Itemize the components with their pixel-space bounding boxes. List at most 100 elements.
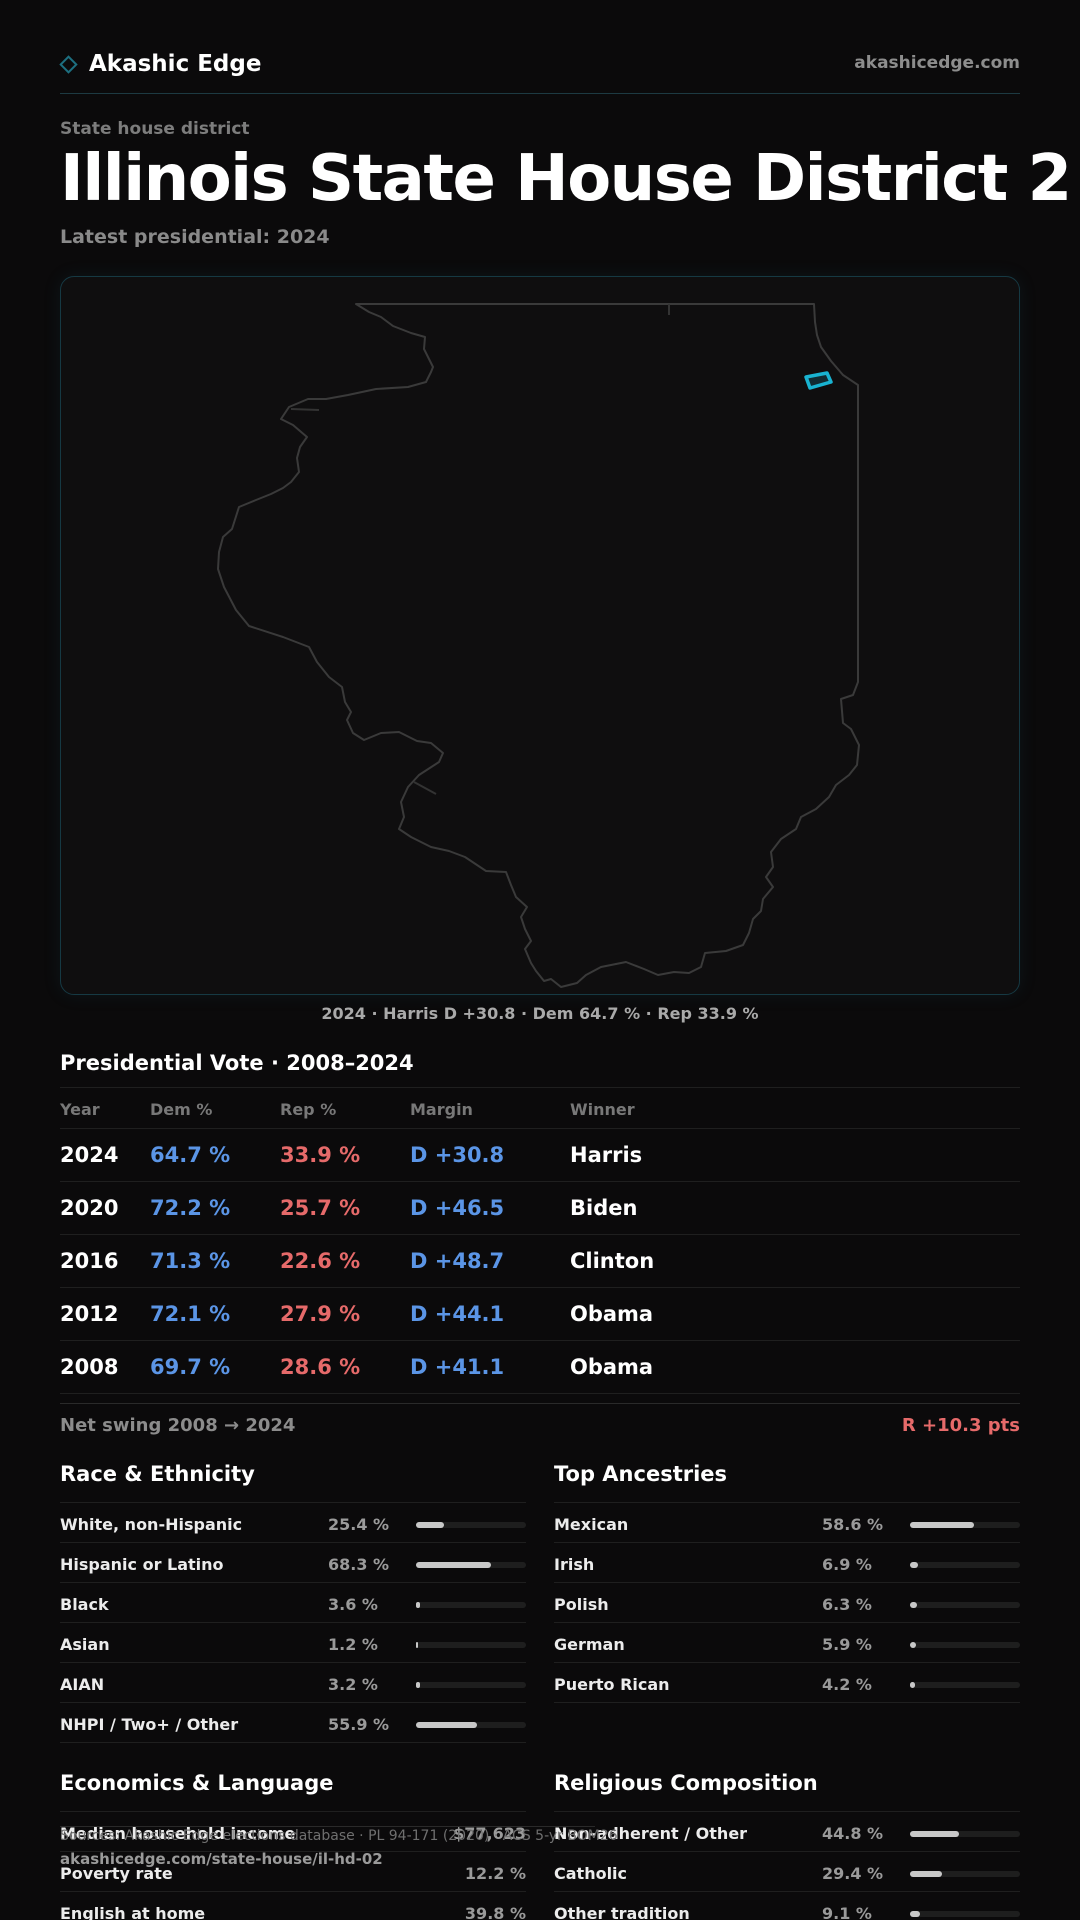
stat-value: 55.9 %	[328, 1715, 390, 1734]
stat-bar	[910, 1642, 1020, 1648]
stat-bar	[910, 1682, 1020, 1688]
stat-label: AIAN	[60, 1675, 105, 1694]
state-boundary-tick	[413, 781, 437, 795]
stat-bar-fill	[416, 1562, 492, 1568]
stat-bar-fill	[910, 1831, 960, 1837]
dem-cell: 64.7 %	[150, 1143, 231, 1167]
stat-row: Hispanic or Latino 68.3 %	[60, 1543, 526, 1583]
col-rep-header: Rep %	[280, 1100, 337, 1119]
margin-cell: D +30.8	[410, 1143, 505, 1167]
stat-bar	[416, 1722, 526, 1728]
stat-bar-fill	[910, 1911, 920, 1917]
footer-url[interactable]: akashicedge.com/state-house/il-hd-02	[60, 1850, 383, 1868]
site-header: Akashic Edge akashicedge.com	[59, 48, 1020, 94]
stat-label: Black	[60, 1595, 109, 1614]
table-row: 2008 69.7 % 28.6 % D +41.1 Obama	[60, 1341, 1020, 1394]
stat-bar-fill	[416, 1642, 419, 1648]
map-caption: 2024 · Harris D +30.8 · Dem 64.7 % · Rep…	[321, 1004, 759, 1023]
stat-row: Non-adherent / Other 44.8 %	[554, 1812, 1020, 1852]
winner-cell: Clinton	[570, 1249, 655, 1273]
table-header: Year Dem % Rep % Margin Winner	[60, 1088, 1020, 1129]
stat-label: Non-adherent / Other	[554, 1824, 748, 1843]
col-year-header: Year	[60, 1100, 100, 1119]
stat-value: 44.8 %	[822, 1824, 884, 1843]
stat-row: Mexican 58.6 %	[554, 1503, 1020, 1543]
dem-cell: 72.2 %	[150, 1196, 231, 1220]
district-map[interactable]	[60, 276, 1020, 995]
stat-row: Puerto Rican 4.2 %	[554, 1663, 1020, 1703]
rep-cell: 25.7 %	[280, 1196, 361, 1220]
presidential-table: Year Dem % Rep % Margin Winner 2024 64.7…	[60, 1087, 1020, 1394]
table-row: 2016 71.3 % 22.6 % D +48.7 Clinton	[60, 1235, 1020, 1288]
stat-bar-fill	[910, 1562, 918, 1568]
presidential-title: Presidential Vote · 2008–2024	[60, 1051, 414, 1075]
stat-value: 5.9 %	[822, 1635, 872, 1654]
stat-label: Hispanic or Latino	[60, 1555, 224, 1574]
stat-label: White, non-Hispanic	[60, 1515, 243, 1534]
stat-value: 29.4 %	[822, 1864, 884, 1883]
stat-bar	[910, 1562, 1020, 1568]
site-link[interactable]: akashicedge.com	[854, 53, 1020, 73]
stat-row: Polish 6.3 %	[554, 1583, 1020, 1623]
brand[interactable]: Akashic Edge	[59, 48, 262, 80]
stat-bar	[416, 1642, 526, 1648]
rep-cell: 27.9 %	[280, 1302, 361, 1326]
table-row: 2020 72.2 % 25.7 % D +46.5 Biden	[60, 1182, 1020, 1235]
stat-value: 39.8 %	[464, 1904, 526, 1920]
rep-cell: 28.6 %	[280, 1355, 361, 1379]
stat-value: 12.2 %	[464, 1864, 526, 1883]
margin-cell: D +48.7	[410, 1249, 505, 1273]
stat-value: 6.3 %	[822, 1595, 872, 1614]
stat-row: Other tradition 9.1 %	[554, 1892, 1020, 1920]
dem-cell: 69.7 %	[150, 1355, 231, 1379]
stat-label: Polish	[554, 1595, 609, 1614]
stat-bar	[910, 1831, 1020, 1837]
stat-value: 3.2 %	[328, 1675, 378, 1694]
stat-row: Asian 1.2 %	[60, 1623, 526, 1663]
stat-bar-fill	[416, 1722, 478, 1728]
stat-value: 1.2 %	[328, 1635, 378, 1654]
col-margin-header: Margin	[410, 1100, 473, 1119]
stat-row: NHPI / Two+ / Other 55.9 %	[60, 1703, 526, 1743]
stat-label: English at home	[60, 1904, 206, 1920]
year-cell: 2016	[60, 1249, 119, 1273]
stat-label: Poverty rate	[60, 1864, 173, 1883]
footer-divider	[60, 1826, 595, 1827]
stat-value: 4.2 %	[822, 1675, 872, 1694]
economics-panel: Economics & Language Median household in…	[60, 1771, 526, 1920]
stat-label: Puerto Rican	[554, 1675, 670, 1694]
stat-bar-fill	[416, 1602, 420, 1608]
district-highlight[interactable]	[804, 371, 833, 390]
stat-bar	[416, 1602, 526, 1608]
stat-row: English at home 39.8 %	[60, 1892, 526, 1920]
stat-bar	[416, 1682, 526, 1688]
religion-panel: Religious Composition Non-adherent / Oth…	[554, 1771, 1020, 1920]
stat-value: 68.3 %	[328, 1555, 390, 1574]
margin-cell: D +44.1	[410, 1302, 505, 1326]
winner-cell: Harris	[570, 1143, 643, 1167]
state-boundary-tick	[290, 408, 320, 411]
stat-bar	[910, 1871, 1020, 1877]
stat-bar	[910, 1602, 1020, 1608]
stat-row: Black 3.6 %	[60, 1583, 526, 1623]
page-eyebrow: State house district	[60, 119, 250, 139]
stat-bar-fill	[910, 1871, 943, 1877]
dem-cell: 72.1 %	[150, 1302, 231, 1326]
page-subtitle: Latest presidential: 2024	[60, 226, 330, 248]
stat-label: NHPI / Two+ / Other	[60, 1715, 239, 1734]
swing-value: R +10.3 pts	[901, 1415, 1020, 1436]
stat-label: Catholic	[554, 1864, 628, 1883]
rep-cell: 33.9 %	[280, 1143, 361, 1167]
stat-value: 3.6 %	[328, 1595, 378, 1614]
swing-label: Net swing 2008 → 2024	[60, 1415, 296, 1436]
stat-row: Median household income $77,623	[60, 1812, 526, 1852]
stat-label: Asian	[60, 1635, 110, 1654]
stat-label: Irish	[554, 1555, 595, 1574]
dem-cell: 71.3 %	[150, 1249, 231, 1273]
stat-bar-fill	[910, 1522, 975, 1528]
brand-name: Akashic Edge	[89, 51, 262, 77]
stat-row: Irish 6.9 %	[554, 1543, 1020, 1583]
stat-bar-fill	[416, 1522, 444, 1528]
winner-cell: Obama	[570, 1302, 654, 1326]
stat-value: 58.6 %	[822, 1515, 884, 1534]
